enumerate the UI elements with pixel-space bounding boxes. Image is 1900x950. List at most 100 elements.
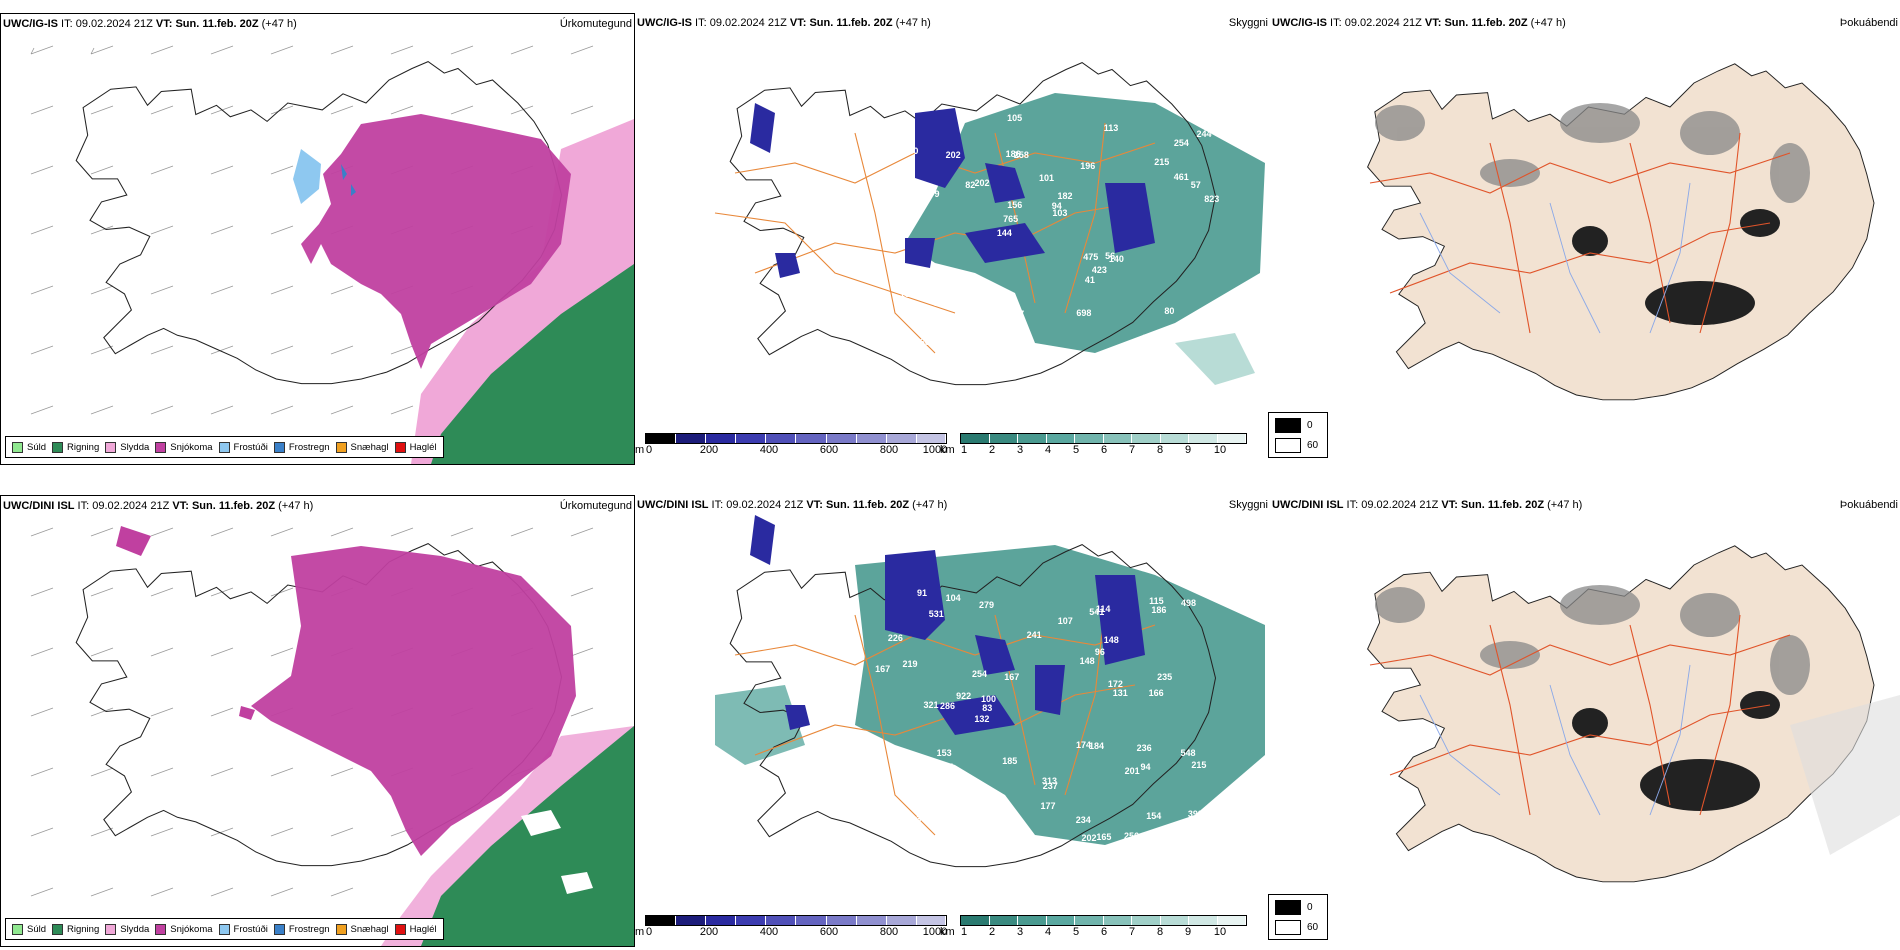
precip-field-top: Úrkomutegund: [559, 18, 632, 30]
cloud-base-label: 127: [1009, 308, 1025, 319]
cloud-base-label: 177: [1040, 800, 1056, 811]
cbar-tick: 3: [1016, 444, 1024, 456]
cloud-base-label: 97: [942, 762, 953, 773]
cloud-field-bottom: Skyggni: [1228, 499, 1268, 511]
cloud-base-label: 114: [1095, 604, 1111, 615]
cbar-tick: 2: [988, 926, 996, 938]
cloud-base-label: 166: [914, 336, 930, 347]
cloud-base-label: 157: [909, 283, 925, 294]
fog-map-top: [1270, 13, 1900, 465]
cbar-tick: 10: [1213, 444, 1227, 456]
cloud-base-label: 399: [1187, 808, 1203, 819]
cloud-base-label: 153: [936, 748, 952, 759]
cloud-base-label: 129: [947, 282, 963, 293]
cloud-base-label: 105: [1007, 113, 1023, 124]
cloud-base-label: 315: [898, 201, 914, 212]
cloud-base-label: 62: [946, 329, 957, 340]
cloud-base-label: 150: [937, 311, 953, 322]
cbar-tick: 0: [645, 444, 653, 456]
cbar-tick: 4: [1044, 926, 1052, 938]
cbar-tick: 200: [699, 444, 719, 456]
cloud-base-label: 548: [1180, 748, 1196, 759]
cbar-km-strip: [960, 433, 1247, 444]
cloud-base-label: 172: [1107, 678, 1123, 689]
cloud-base-label: 454: [1168, 332, 1184, 343]
cloud-base-label: 461: [1173, 171, 1189, 182]
cloud-base-label: 107: [1057, 615, 1073, 626]
cbar-tick: 2: [988, 444, 996, 456]
cloud-base-label: 60: [1041, 346, 1052, 357]
cloud-title-top: UWC/IG-IS IT: 09.02.2024 21Z VT: Sun. 11…: [637, 17, 931, 29]
cloud-field-top: Skyggni: [1228, 17, 1268, 29]
cbar-m-top: m 0 200 400 600 800 1000: [635, 433, 950, 461]
cloud-base-label: 202: [974, 178, 990, 188]
cbar-tick: 1000: [922, 444, 948, 456]
precip-map-top: [1, 14, 634, 464]
cloud-base-label: 185: [1002, 755, 1018, 766]
precip-legend-top: Súld Rigning Slydda Snjókoma Frostúði Fr…: [5, 436, 444, 458]
cloud-base-label: 165: [1096, 831, 1112, 842]
fog-panel-bottom: UWC/DINI ISL IT: 09.02.2024 21Z VT: Sun.…: [1270, 495, 1900, 947]
cbar-tick: 800: [879, 926, 899, 938]
cloud-base-label: 132: [974, 713, 990, 724]
cloud-base-label: 202: [945, 149, 961, 160]
cloud-base-label: 241: [1026, 630, 1042, 641]
legend-item: Slydda: [105, 441, 149, 453]
legend-item: Snæhagl: [335, 441, 389, 453]
cloud-base-label: 94: [1140, 762, 1151, 773]
cloud-base-label: 321: [923, 699, 939, 710]
cbar-m-unit: m: [635, 926, 645, 938]
cloud-base-label: 57: [1190, 180, 1201, 191]
cbar-m-bottom: m 0 200 400 600 800 1000: [635, 915, 950, 943]
precip-title-bottom: UWC/DINI ISL IT: 09.02.2024 21Z VT: Sun.…: [3, 500, 314, 512]
precip-title-top: UWC/IG-IS IT: 09.02.2024 21Z VT: Sun. 11…: [3, 18, 297, 30]
legend-item: Snjókoma: [155, 441, 213, 453]
cloud-base-label: 148: [1103, 634, 1119, 645]
cloud-base-label: 237: [1042, 781, 1058, 792]
cloud-base-label: 79: [929, 188, 940, 199]
cloud-base-label: 541: [1089, 607, 1105, 618]
cloud-base-label: 174: [914, 349, 930, 360]
cloud-base-label: 96: [1094, 646, 1105, 657]
cloud-base-label: 823: [1204, 193, 1220, 204]
fog-panel-top: UWC/IG-IS IT: 09.02.2024 21Z VT: Sun. 11…: [1270, 13, 1900, 465]
cloud-base-label: 91: [916, 587, 927, 598]
cloud-base-label: 235: [1157, 671, 1173, 682]
cbar-tick: 7: [1128, 444, 1136, 456]
legend-item: Slydda: [105, 923, 149, 935]
cloud-base-label: 253: [934, 298, 950, 309]
fog-scale-label: 60: [1307, 922, 1319, 933]
cloud-base-label: 186: [1005, 148, 1021, 159]
cloud-base-label: 186: [1151, 605, 1167, 616]
cloud-base-label: 101: [1039, 173, 1055, 184]
cbar-tick: 1: [960, 444, 968, 456]
cloud-map-top: [635, 13, 1270, 465]
cloud-base-label: 103: [1052, 207, 1068, 218]
legend-item: Haglél: [394, 923, 437, 935]
cloud-base-label: 254: [971, 669, 987, 680]
cbar-tick: 800: [879, 444, 899, 456]
cbar-tick: 9: [1184, 926, 1192, 938]
cbar-tick: 7: [1128, 926, 1136, 938]
cloud-base-label: 254: [1173, 137, 1189, 148]
legend-item: Súld: [12, 441, 46, 453]
fog-scale-bottom: 0 60: [1268, 894, 1328, 940]
cloud-base-label: 113: [1103, 123, 1119, 134]
cloud-base-label: 219: [902, 658, 918, 669]
cloud-title-bottom: UWC/DINI ISL IT: 09.02.2024 21Z VT: Sun.…: [637, 499, 948, 511]
cbar-km-unit: km: [940, 926, 955, 938]
cloud-base-label: 144: [996, 228, 1012, 239]
cloud-base-label: 215: [1154, 156, 1170, 167]
fog-title-top: UWC/IG-IS IT: 09.02.2024 21Z VT: Sun. 11…: [1272, 17, 1566, 29]
cloud-base-label: 94: [1051, 200, 1062, 211]
cloud-base-label: 240: [903, 146, 919, 157]
cloud-base-label: 82: [965, 179, 976, 190]
cbar-tick: 600: [819, 444, 839, 456]
cloud-base-label: 215: [1191, 759, 1207, 770]
cbar-tick: 5: [1072, 444, 1080, 456]
cloud-base-label: 174: [1075, 739, 1091, 750]
cloud-map-bottom: [635, 495, 1270, 947]
precip-map-bottom: [1, 496, 634, 946]
cloud-base-label: 765: [1003, 214, 1019, 225]
cloud-base-label: 256: [1123, 831, 1140, 842]
